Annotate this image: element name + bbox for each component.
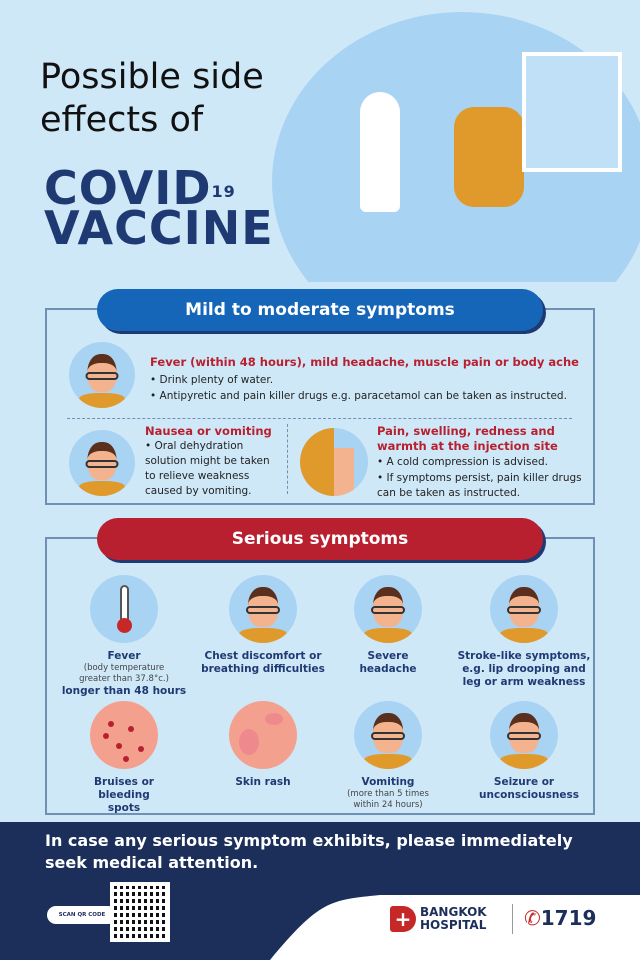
mild-item-bullet: • Antipyretic and pain killer drugs e.g.… bbox=[150, 390, 567, 402]
injection-site-pain-icon bbox=[300, 428, 368, 496]
mild-item-bullet: • If symptoms persist, pain killer drugs… bbox=[377, 472, 582, 499]
serious-item-label: Stroke-like symptoms, e.g. lip drooping … bbox=[457, 650, 591, 688]
serious-item-label: Severe headache bbox=[359, 650, 417, 675]
page-title: Possible side effects of bbox=[40, 57, 264, 140]
phone-icon: ✆ bbox=[524, 906, 541, 930]
seizure-icon bbox=[490, 701, 558, 769]
mild-item-heading: Nausea or vomiting bbox=[145, 424, 272, 438]
hospital-name: BANGKOK HOSPITAL bbox=[420, 905, 487, 932]
vomiting-icon bbox=[354, 701, 422, 769]
qr-code[interactable] bbox=[110, 882, 170, 942]
divider bbox=[512, 904, 513, 934]
bruises-icon bbox=[90, 701, 158, 769]
serious-symptoms-box: Fever (body temperature greater than 37.8… bbox=[45, 537, 595, 815]
covid-vaccine-logo: COVID19 VACCINE bbox=[44, 161, 274, 255]
serious-item-fever: Fever (body temperature greater than 37.8… bbox=[61, 650, 187, 697]
skin-rash-icon bbox=[229, 701, 297, 769]
chest-discomfort-icon bbox=[229, 575, 297, 643]
serious-symptoms-banner: Serious symptoms bbox=[97, 518, 543, 560]
vomiting-person-icon bbox=[69, 430, 135, 496]
serious-item-vomiting: Vomiting (more than 5 times within 24 hou… bbox=[347, 776, 429, 810]
mild-item-heading: Fever (within 48 hours), mild headache, … bbox=[150, 355, 579, 369]
headache-icon bbox=[354, 575, 422, 643]
vaccination-illustration bbox=[272, 12, 640, 282]
mild-item-bullet: • Oral dehydration solution might be tak… bbox=[145, 440, 270, 497]
scan-qr-label: SCAN QR CODE bbox=[47, 906, 117, 924]
window bbox=[522, 52, 622, 172]
warning-message: In case any serious symptom exhibits, pl… bbox=[45, 831, 573, 872]
divider bbox=[67, 418, 572, 419]
divider bbox=[287, 424, 288, 494]
serious-item-label: Skin rash bbox=[235, 776, 291, 788]
serious-item-label: Seizure or unconsciousness bbox=[479, 776, 579, 801]
mild-item-bullet: • A cold compression is advised. bbox=[377, 456, 548, 468]
serious-item-label: Chest discomfort or breathing difficulti… bbox=[201, 650, 325, 675]
mild-item-bullet: • Drink plenty of water. bbox=[150, 374, 274, 386]
mild-symptoms-box: Fever (within 48 hours), mild headache, … bbox=[45, 308, 595, 505]
thermometer-icon bbox=[90, 575, 158, 643]
mild-item-heading: Pain, swelling, redness and warmth at th… bbox=[377, 424, 558, 453]
nurse-figure bbox=[360, 92, 400, 212]
serious-item-label: Bruises or bleeding spots bbox=[94, 776, 154, 814]
bangkok-hospital-logo-icon: + bbox=[390, 906, 416, 932]
mild-symptoms-banner: Mild to moderate symptoms bbox=[97, 289, 543, 331]
patient-figure bbox=[454, 107, 524, 207]
hotline[interactable]: ✆1719 bbox=[524, 906, 597, 930]
fever-headache-person-icon bbox=[69, 342, 135, 408]
stroke-icon bbox=[490, 575, 558, 643]
